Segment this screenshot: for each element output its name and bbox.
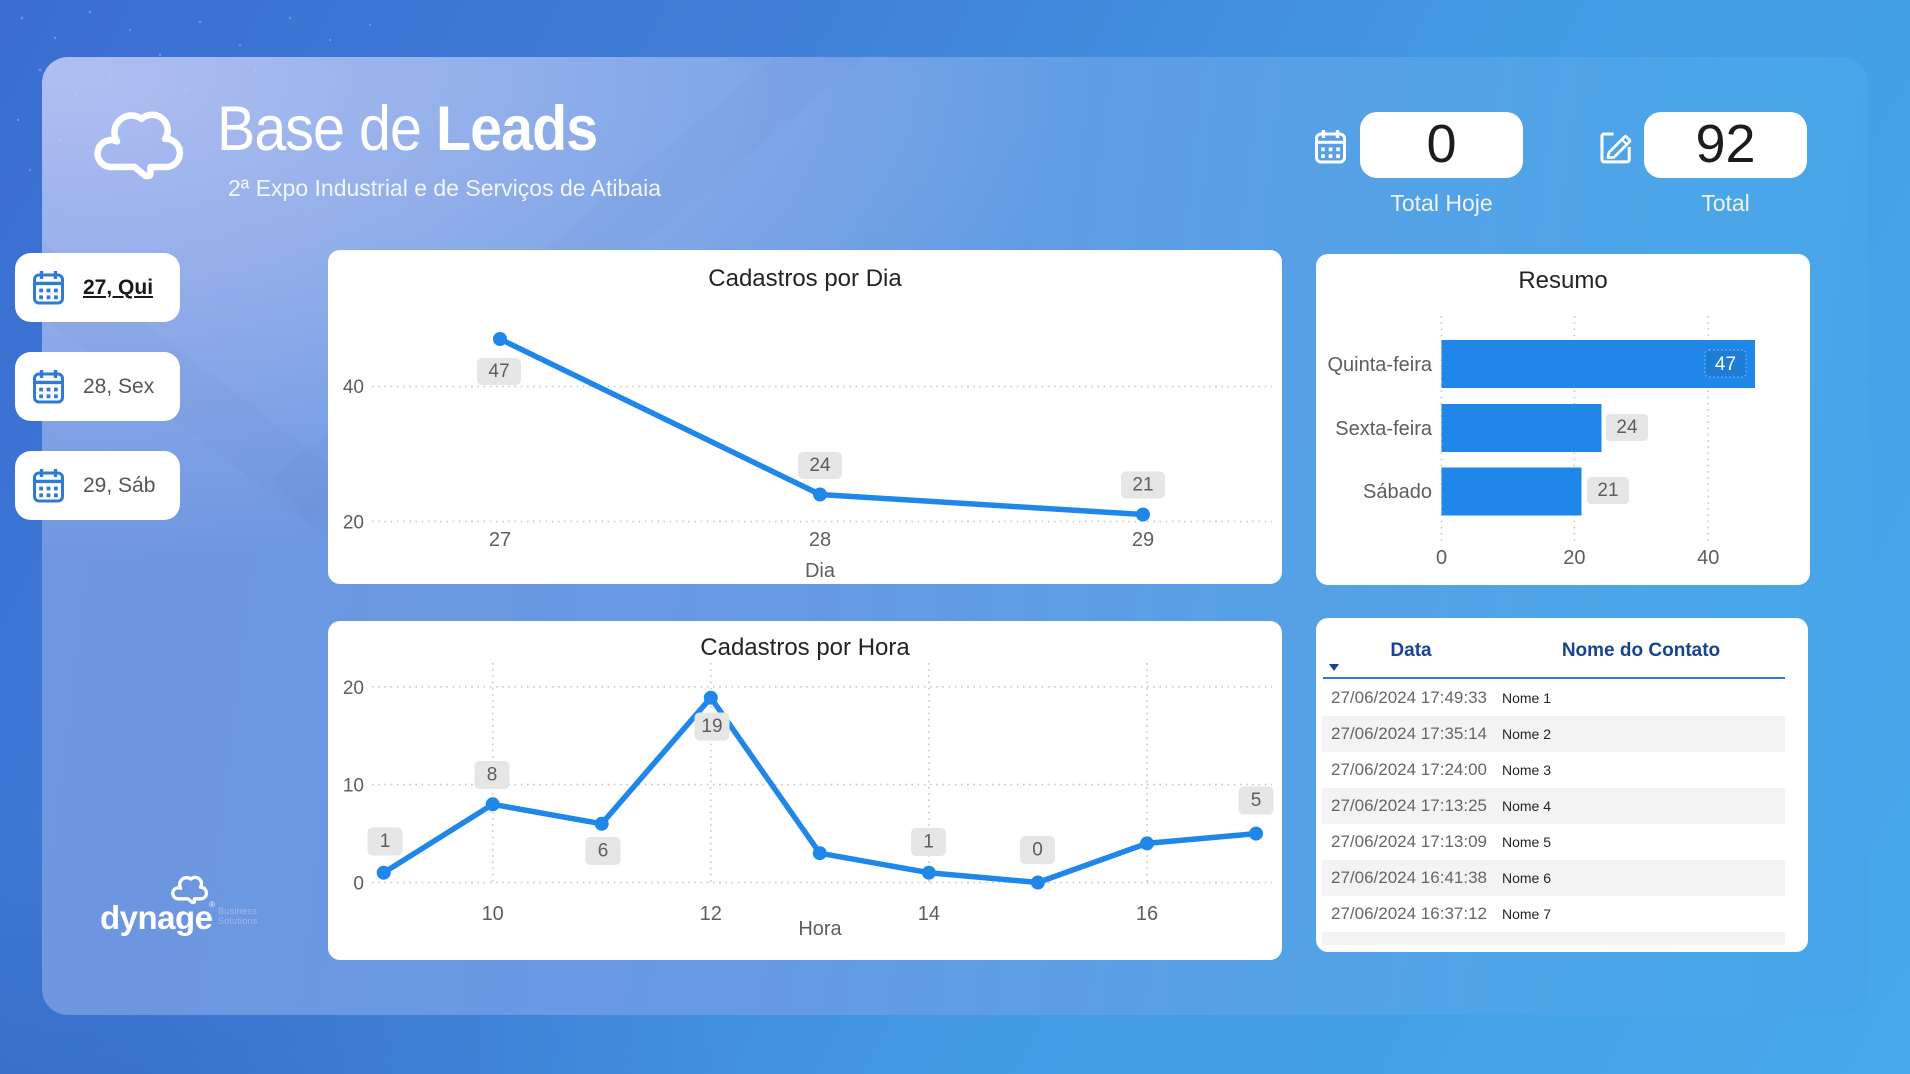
svg-text:20: 20 xyxy=(1563,547,1585,569)
svg-text:28: 28 xyxy=(809,529,831,551)
svg-text:20: 20 xyxy=(343,513,364,534)
svg-text:0: 0 xyxy=(1436,547,1447,569)
svg-text:21: 21 xyxy=(1132,475,1153,496)
svg-text:8: 8 xyxy=(487,765,498,786)
svg-text:Hora: Hora xyxy=(798,918,842,940)
svg-text:Cadastros por Hora: Cadastros por Hora xyxy=(700,634,910,661)
svg-text:5: 5 xyxy=(1251,790,1262,811)
svg-text:12: 12 xyxy=(700,903,722,925)
svg-text:10: 10 xyxy=(482,903,504,925)
svg-text:47: 47 xyxy=(1715,354,1736,375)
svg-text:1: 1 xyxy=(923,832,934,853)
svg-text:0: 0 xyxy=(1032,840,1043,861)
svg-text:0: 0 xyxy=(353,874,364,895)
svg-text:21: 21 xyxy=(1597,480,1618,501)
svg-text:14: 14 xyxy=(918,903,940,925)
svg-text:Cadastros por Dia: Cadastros por Dia xyxy=(708,265,902,292)
svg-text:27: 27 xyxy=(489,529,511,551)
svg-text:Quinta-feira: Quinta-feira xyxy=(1328,354,1433,376)
svg-text:40: 40 xyxy=(1697,547,1719,569)
svg-text:Dia: Dia xyxy=(805,560,836,582)
svg-text:24: 24 xyxy=(809,455,831,476)
svg-text:47: 47 xyxy=(488,361,509,382)
svg-text:Sábado: Sábado xyxy=(1363,481,1432,503)
svg-text:20: 20 xyxy=(343,678,364,699)
svg-text:40: 40 xyxy=(343,377,364,398)
svg-text:Sexta-feira: Sexta-feira xyxy=(1335,418,1433,440)
svg-text:29: 29 xyxy=(1132,529,1154,551)
svg-text:Resumo: Resumo xyxy=(1518,267,1607,294)
svg-text:16: 16 xyxy=(1136,903,1158,925)
svg-text:1: 1 xyxy=(380,831,391,852)
svg-text:6: 6 xyxy=(598,841,609,862)
svg-text:10: 10 xyxy=(343,776,364,797)
svg-text:24: 24 xyxy=(1616,417,1638,438)
svg-text:19: 19 xyxy=(701,716,722,737)
